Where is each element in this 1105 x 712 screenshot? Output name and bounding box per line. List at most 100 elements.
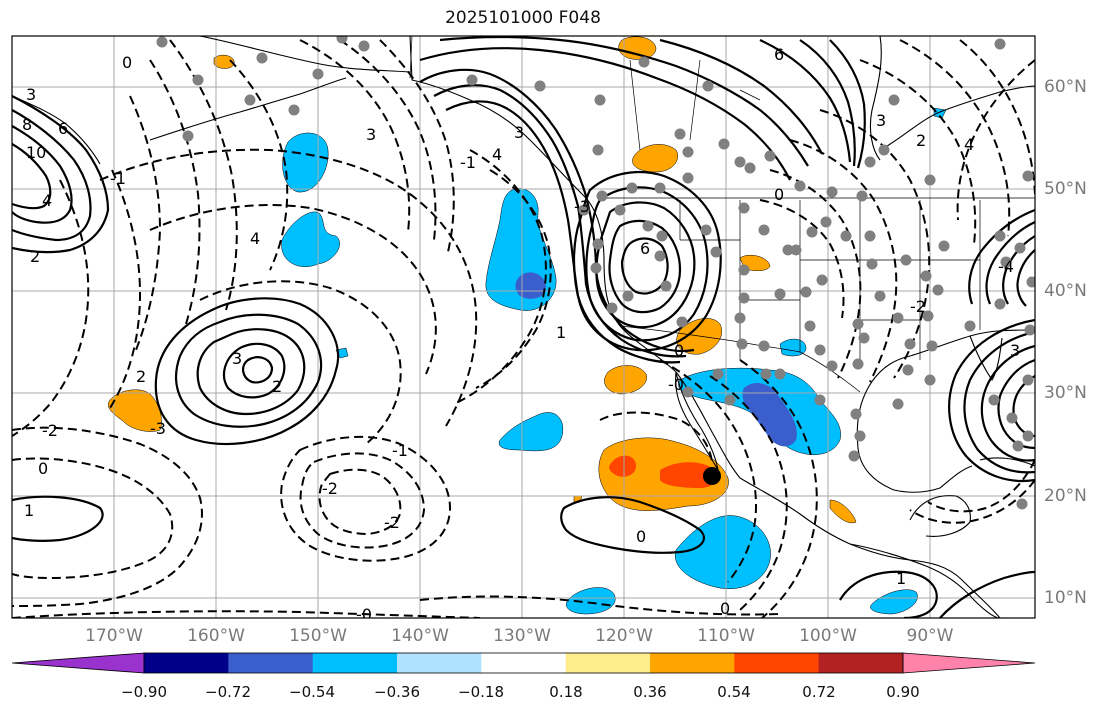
contour-label: -1 xyxy=(392,441,408,460)
contour-label: -3 xyxy=(150,419,166,438)
chart-title: 2025101000 F048 xyxy=(445,8,601,28)
colorbar-tick-label: −0.90 xyxy=(121,683,167,701)
station-marker xyxy=(606,302,618,314)
station-marker xyxy=(774,288,786,300)
station-marker xyxy=(182,130,194,142)
lon-label-100w: 100°W xyxy=(799,626,857,646)
lat-label-10n: 10°N xyxy=(1044,588,1087,608)
station-marker xyxy=(926,340,938,352)
contour-label: 1 xyxy=(556,323,566,342)
contour-label: 8 xyxy=(22,115,32,134)
station-marker xyxy=(816,274,828,286)
station-marker xyxy=(856,190,868,202)
colorbar-segment xyxy=(481,653,567,673)
station-marker xyxy=(1012,440,1024,452)
neg-anomaly-cam xyxy=(870,589,918,615)
lon-label-150w: 150°W xyxy=(289,626,347,646)
station-marker xyxy=(244,94,256,106)
colorbar xyxy=(11,652,1036,674)
contours-dashed xyxy=(12,39,1035,618)
contour-label: 6 xyxy=(640,239,650,258)
contour-label: 0 xyxy=(674,341,684,360)
pos-anomaly-cam xyxy=(829,499,857,524)
coast-canada-east xyxy=(879,85,1035,151)
lon-label-140w: 140°W xyxy=(391,626,449,646)
neg-anomaly-nepac-1 xyxy=(282,132,329,193)
colorbar-segment xyxy=(818,653,904,673)
station-marker xyxy=(826,360,838,372)
station-marker xyxy=(938,240,950,252)
colorbar-tick-label: −0.18 xyxy=(458,683,504,701)
station-marker xyxy=(590,262,602,274)
contour-label: 2 xyxy=(136,367,146,386)
contour-label: 3 xyxy=(514,123,524,142)
station-marker xyxy=(850,408,862,420)
station-marker xyxy=(804,320,816,332)
station-marker xyxy=(814,394,826,406)
shaded-anomalies xyxy=(108,36,947,615)
station-marker xyxy=(1016,498,1028,510)
contour-label: -0 xyxy=(668,375,684,394)
station-marker xyxy=(864,156,876,168)
contour-label: 3 xyxy=(232,349,242,368)
station-marker xyxy=(920,270,932,282)
contour-labels: 3 8 10 6 4 2 -1 0 1 -2 2 -3 3 2 4 3 -2 -… xyxy=(22,45,1020,618)
station-marker xyxy=(892,312,904,324)
contour-label: 1 xyxy=(896,569,906,588)
contour-label: 3 xyxy=(876,111,886,130)
station-marker xyxy=(702,80,714,92)
lat-label-60n: 60°N xyxy=(1044,77,1087,97)
colorbar-tick-label: −0.54 xyxy=(289,683,335,701)
lat-label-20n: 20°N xyxy=(1044,486,1087,506)
colorbar-segment xyxy=(565,653,651,673)
map-frame xyxy=(11,35,1036,619)
station-marker xyxy=(614,204,626,216)
station-marker xyxy=(466,74,478,86)
station-marker xyxy=(878,144,890,156)
coast-asia xyxy=(12,95,101,165)
neg-anomaly-mexico-core xyxy=(742,383,797,447)
station-marker xyxy=(744,162,756,174)
contour-label: 0 xyxy=(38,459,48,478)
station-marker xyxy=(964,320,976,332)
station-marker xyxy=(904,338,916,350)
contour-label: 4 xyxy=(964,135,974,154)
station-marker xyxy=(594,94,606,106)
contour-label: 1 xyxy=(24,501,34,520)
station-marker xyxy=(700,224,712,236)
station-marker xyxy=(1006,412,1018,424)
neg-anomaly-nepac-2 xyxy=(281,211,340,267)
colorbar-tick-label: 0.90 xyxy=(886,683,920,701)
station-marker xyxy=(734,312,746,324)
station-marker xyxy=(312,68,324,80)
pos-anomaly-subtrop-core-1 xyxy=(609,455,636,477)
station-marker xyxy=(820,216,832,228)
station-marker xyxy=(932,284,944,296)
contour-label: 0 xyxy=(774,185,784,204)
station-marker xyxy=(790,244,802,256)
station-marker xyxy=(922,310,934,322)
station-marker xyxy=(288,104,300,116)
station-marker xyxy=(738,264,750,276)
station-marker xyxy=(654,182,666,194)
station-marker xyxy=(782,244,794,256)
contour-label: -1 xyxy=(110,169,126,188)
station-marker xyxy=(676,316,688,328)
contour-label: 0 xyxy=(720,599,730,618)
station-marker xyxy=(866,258,878,270)
coast-central-america xyxy=(849,543,999,618)
lon-label-90w: 90°W xyxy=(906,626,954,646)
station-marker xyxy=(738,202,750,214)
station-marker xyxy=(774,368,786,380)
colorbar-segment xyxy=(312,653,398,673)
station-marker xyxy=(806,226,818,238)
station-marker xyxy=(336,36,348,44)
station-marker xyxy=(924,174,936,186)
contour-label: 2 xyxy=(916,131,926,150)
colorbar-extend-low xyxy=(11,652,145,674)
station-marker xyxy=(596,190,608,202)
colorbar-frame xyxy=(143,652,904,674)
coast-na-west xyxy=(409,36,1001,618)
pos-anomaly-westpac xyxy=(108,389,162,432)
